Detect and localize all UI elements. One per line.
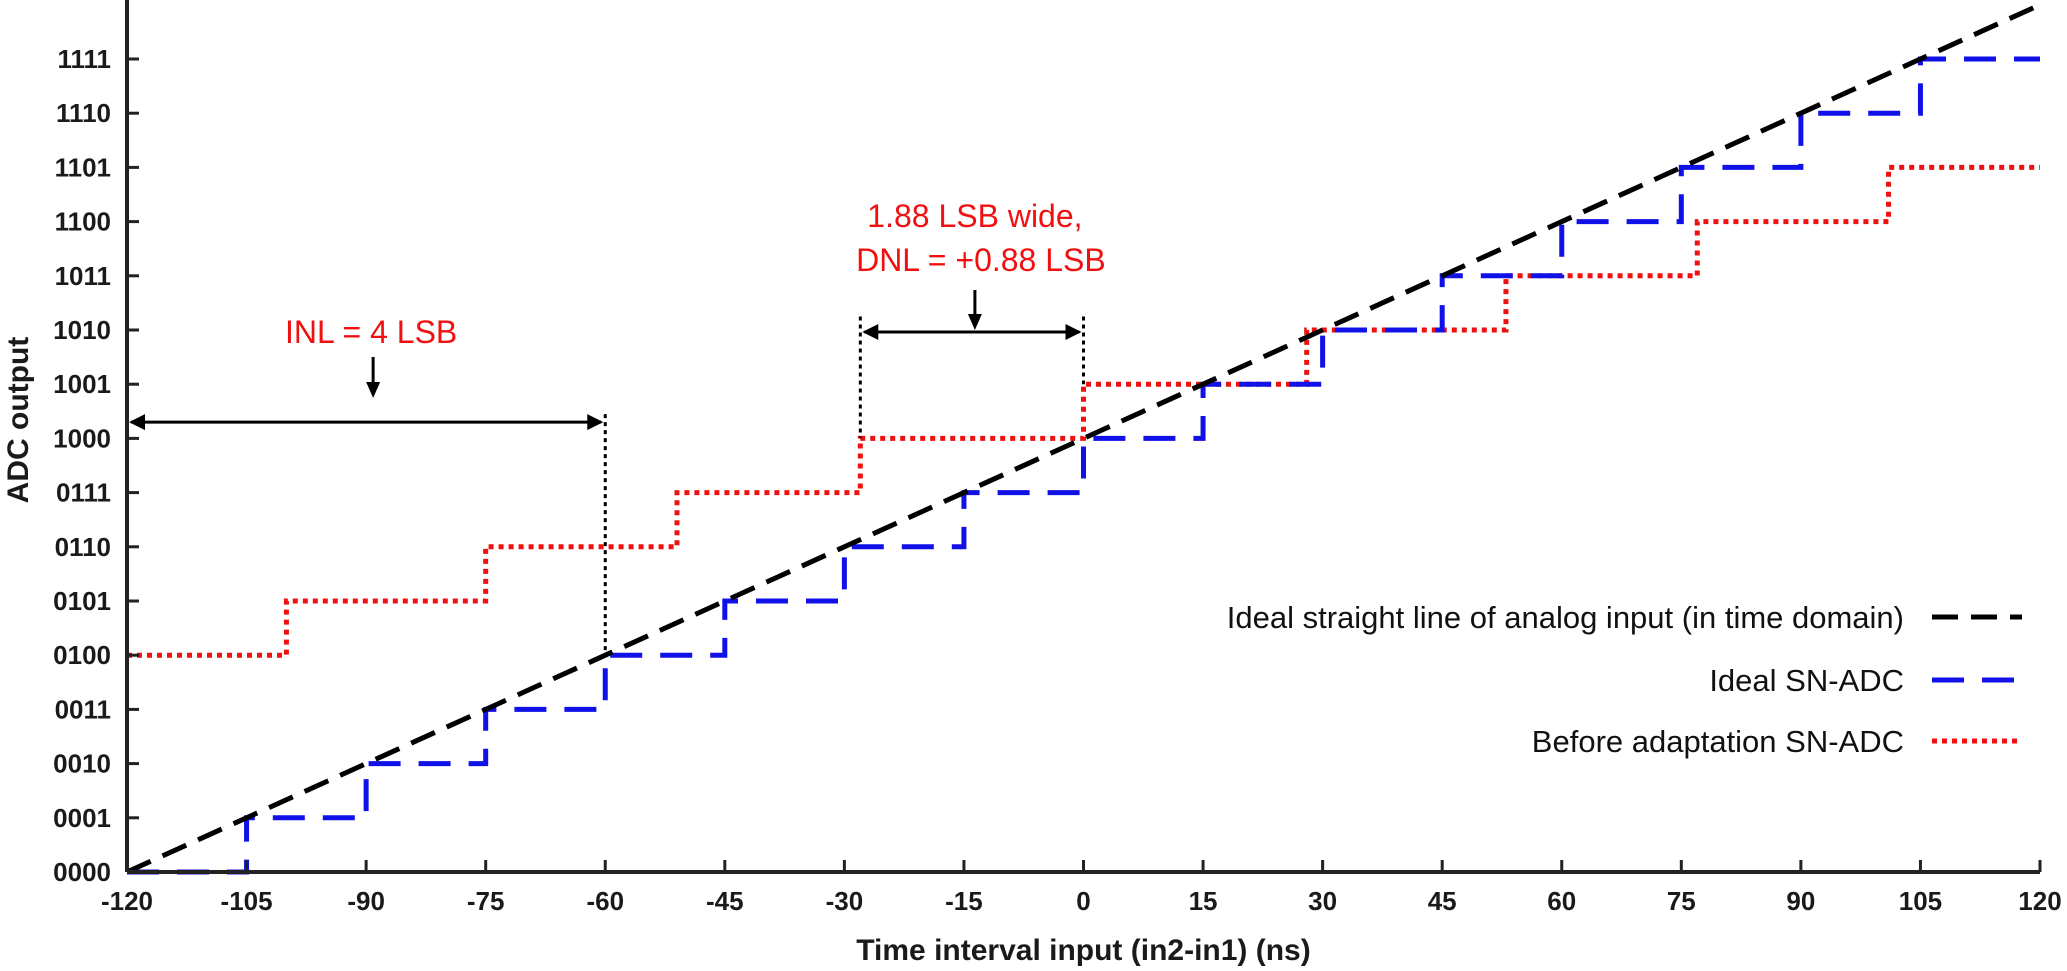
x-axis-label: Time interval input (in2-in1) (ns) — [856, 934, 1310, 967]
inl-arrow-left — [129, 414, 145, 431]
y-tick-label: 1100 — [55, 207, 111, 237]
legend-label-ideal-adc: Ideal SN-ADC — [1709, 663, 1904, 698]
y-tick-label: 1000 — [53, 423, 111, 453]
dnl-annotation-label-line1: 1.88 LSB wide, — [867, 198, 1082, 234]
dnl-arrow-right — [1065, 324, 1082, 340]
series-ideal-adc-step — [127, 56, 2040, 875]
x-tick-label: 120 — [2018, 886, 2061, 916]
x-tick-label: -15 — [945, 886, 983, 916]
y-tick-label: 0010 — [53, 749, 111, 779]
series-before-adaptation-step — [127, 164, 2040, 658]
x-tick-label: -45 — [706, 886, 744, 916]
y-tick-label: 1010 — [53, 315, 111, 345]
y-tick-label: 0011 — [55, 694, 111, 724]
x-tick-label: 60 — [1547, 886, 1576, 916]
y-tick-label: 1111 — [57, 44, 111, 74]
dnl-pointer-arrow — [967, 314, 982, 330]
y-tick-label: 0111 — [56, 478, 111, 508]
x-tick-label: 45 — [1428, 886, 1457, 916]
y-tick-label: 0000 — [53, 857, 111, 887]
inl-annotation-label: INL = 4 LSB — [285, 314, 457, 350]
x-tick-label: -60 — [586, 886, 624, 916]
y-tick-label: 1001 — [53, 369, 111, 399]
x-tick-label: -30 — [826, 886, 864, 916]
y-tick-label: 1101 — [55, 152, 111, 182]
x-tick-label: -75 — [467, 886, 505, 916]
y-axis-label: ADC output — [2, 337, 35, 504]
dnl-arrow-left — [862, 324, 879, 340]
x-tick-label: 90 — [1786, 886, 1815, 916]
y-tick-label: 1011 — [55, 261, 111, 291]
x-tick-label: 75 — [1667, 886, 1696, 916]
y-tick-label: 0001 — [53, 803, 111, 833]
legend-label-before-adaptation: Before adaptation SN-ADC — [1532, 724, 1904, 759]
series-group — [127, 2, 2042, 875]
y-tick-label: 0110 — [55, 532, 111, 562]
x-tick-label: 15 — [1189, 886, 1218, 916]
x-tick-label: 105 — [1899, 886, 1942, 916]
legend: Ideal straight line of analog input (in … — [1227, 600, 2022, 759]
legend-label-ideal-line: Ideal straight line of analog input (in … — [1227, 600, 1904, 635]
y-tick-label: 1110 — [56, 98, 111, 128]
dnl-annotation-label-line2: DNL = +0.88 LSB — [856, 242, 1106, 278]
x-tick-label: -105 — [221, 886, 273, 916]
x-tick-label: 0 — [1076, 886, 1090, 916]
inl-pointer-arrow — [366, 382, 381, 398]
y-tick-label: 0100 — [53, 640, 111, 670]
y-tick-label: 0101 — [53, 586, 111, 616]
inl-arrow-right — [587, 414, 604, 431]
x-tick-label: 30 — [1308, 886, 1337, 916]
x-tick-label: -90 — [347, 886, 385, 916]
annotation-group: INL = 4 LSB 1.88 LSB wide, DNL = +0.88 L… — [129, 198, 1106, 656]
x-tick-label: -120 — [101, 886, 153, 916]
